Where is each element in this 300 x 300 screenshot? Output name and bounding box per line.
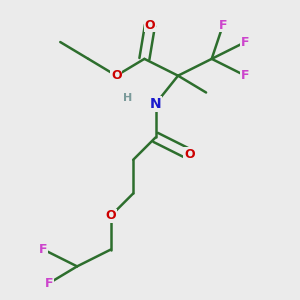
Text: F: F xyxy=(219,19,227,32)
Text: O: O xyxy=(145,19,155,32)
Text: F: F xyxy=(45,277,53,290)
Text: O: O xyxy=(105,209,116,222)
Text: F: F xyxy=(39,243,48,256)
Text: F: F xyxy=(241,69,250,82)
Text: F: F xyxy=(241,35,250,49)
Text: H: H xyxy=(123,93,132,103)
Text: O: O xyxy=(111,69,122,82)
Text: O: O xyxy=(184,148,195,161)
Text: N: N xyxy=(150,97,161,111)
